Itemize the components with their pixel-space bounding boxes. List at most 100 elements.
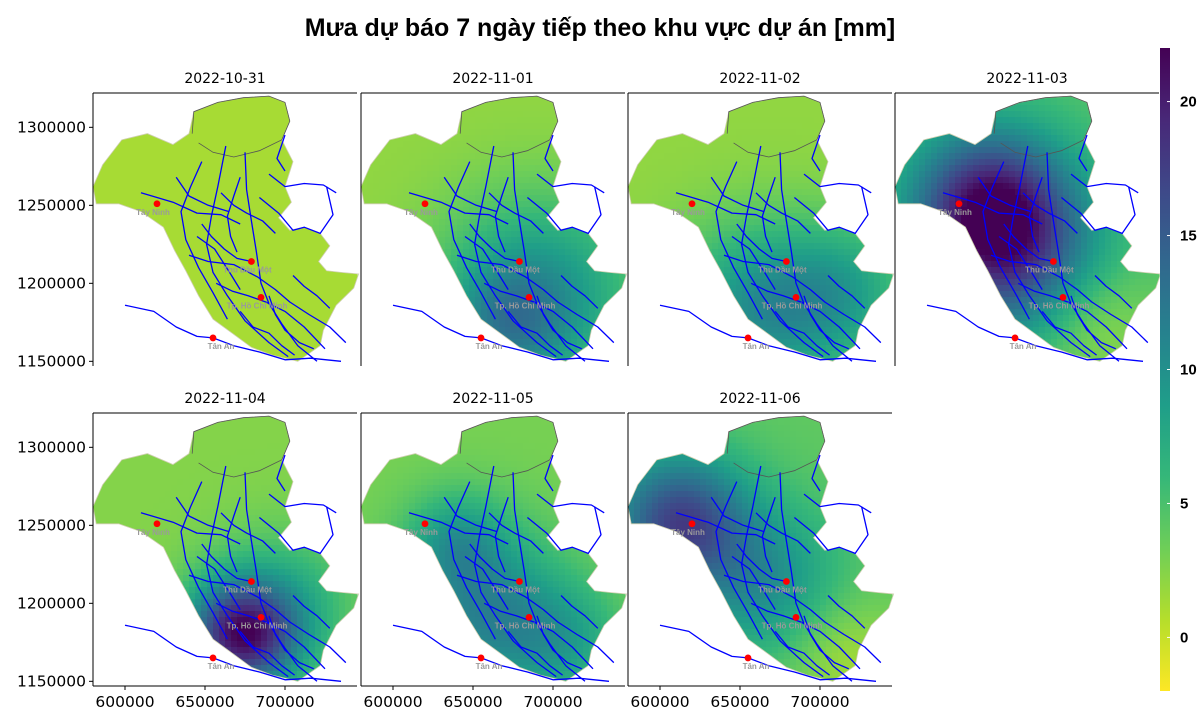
city-label: Tân An xyxy=(476,342,503,351)
river-line xyxy=(1078,134,1088,172)
river-line xyxy=(473,145,557,358)
river-line xyxy=(392,624,610,682)
river-line xyxy=(710,176,765,213)
river-line xyxy=(268,173,337,194)
city-marker xyxy=(257,293,265,301)
river-line xyxy=(731,235,776,290)
x-tick-label: 650000 xyxy=(710,693,769,711)
river-line xyxy=(276,134,286,172)
river-line xyxy=(226,176,241,253)
river-line xyxy=(1017,282,1128,350)
province-boundary xyxy=(726,95,826,158)
river-line xyxy=(736,543,787,583)
panel-title: 2022-11-05 xyxy=(452,391,533,407)
river-line xyxy=(443,176,498,213)
city-marker xyxy=(209,334,217,342)
river-line xyxy=(1028,176,1043,253)
city-marker xyxy=(1011,334,1019,342)
y-tick-label: 1250000 xyxy=(17,196,86,214)
river-line xyxy=(740,145,824,358)
colorbar-tick-label: 20 xyxy=(1180,94,1197,111)
city-label: Tân An xyxy=(208,342,235,351)
river-line xyxy=(456,254,615,344)
city-label: Thủ Dầu Một xyxy=(1025,265,1074,274)
river-line xyxy=(811,454,821,492)
river-line xyxy=(1046,152,1120,362)
map-panel: 2022-11-01 Tây Ninh Thủ Dầu Một Tp. Hồ Chí … xyxy=(360,71,628,366)
river-line xyxy=(201,543,252,583)
city-label: Thủ Dầu Một xyxy=(491,585,540,594)
city-label: Thủ Dầu Một xyxy=(758,265,807,274)
river-line xyxy=(977,176,1032,213)
map-panel: 2022-11-04 Tây Ninh Thủ Dầu Một Tp. Hồ Chí … xyxy=(17,391,360,711)
river-line xyxy=(239,630,295,676)
city-label: Tp. Hồ Chí Minh xyxy=(1029,301,1090,310)
city-marker xyxy=(688,520,696,528)
river-line xyxy=(736,223,787,263)
y-tick-label: 1150000 xyxy=(17,672,86,690)
river-line xyxy=(998,235,1043,290)
river-line xyxy=(536,615,583,670)
river-line xyxy=(536,493,605,514)
river-line xyxy=(536,173,605,194)
river-line xyxy=(774,630,830,676)
city-marker xyxy=(744,334,752,342)
city-label: Tp. Hồ Chí Minh xyxy=(495,301,556,310)
river-line xyxy=(811,134,821,172)
province-boundary xyxy=(726,415,826,478)
river-line xyxy=(244,152,318,362)
map-panel: 2022-11-06 Tây Ninh Thủ Dầu Một Tp. Hồ Chí … xyxy=(627,391,895,711)
river-line xyxy=(276,454,286,492)
city-marker xyxy=(744,654,752,662)
city-label: Tp. Hồ Chí Minh xyxy=(495,621,556,630)
river-line xyxy=(483,282,594,350)
colorbar-tick-label: 5 xyxy=(1180,495,1188,512)
province-boundary xyxy=(459,415,559,478)
river-line xyxy=(774,310,830,356)
river-line xyxy=(803,295,850,350)
city-marker xyxy=(525,293,533,301)
river-line xyxy=(205,465,289,678)
river-line xyxy=(512,152,586,362)
river-line xyxy=(761,496,776,573)
river-line xyxy=(544,454,554,492)
city-label: Tp. Hồ Chí Minh xyxy=(762,301,823,310)
river-line xyxy=(292,595,331,629)
river-line xyxy=(464,555,509,610)
river-line xyxy=(469,223,520,263)
city-label: Tân An xyxy=(743,662,770,671)
city-label: Tân An xyxy=(743,342,770,351)
province-boundary xyxy=(191,95,291,158)
city-label: Thủ Dầu Một xyxy=(223,585,272,594)
river-line xyxy=(526,186,602,235)
river-line xyxy=(175,176,230,213)
city-marker xyxy=(783,258,790,265)
river-line xyxy=(1022,192,1078,234)
river-line xyxy=(715,481,763,640)
river-line xyxy=(392,304,610,362)
city-label: Tp. Hồ Chí Minh xyxy=(227,301,288,310)
river-line xyxy=(201,223,252,263)
river-line xyxy=(1070,295,1117,350)
river-line xyxy=(731,555,776,610)
x-tick-label: 700000 xyxy=(790,693,849,711)
river-line xyxy=(723,254,882,344)
river-line xyxy=(793,186,869,235)
city-marker xyxy=(955,200,963,208)
city-marker xyxy=(257,613,265,621)
city-marker xyxy=(525,613,533,621)
panel-title: 2022-10-31 xyxy=(184,71,265,87)
river-line xyxy=(448,161,496,320)
river-line xyxy=(1041,310,1097,356)
river-line xyxy=(1007,145,1091,358)
city-label: Tân An xyxy=(1010,342,1037,351)
colorbar-gradient xyxy=(1160,48,1170,691)
city-marker xyxy=(1050,258,1057,265)
river-line xyxy=(196,235,241,290)
city-marker xyxy=(421,520,429,528)
city-label: Thủ Dầu Một xyxy=(758,585,807,594)
river-line xyxy=(469,543,520,583)
panel-title: 2022-11-06 xyxy=(719,391,800,407)
river-line xyxy=(268,295,315,350)
